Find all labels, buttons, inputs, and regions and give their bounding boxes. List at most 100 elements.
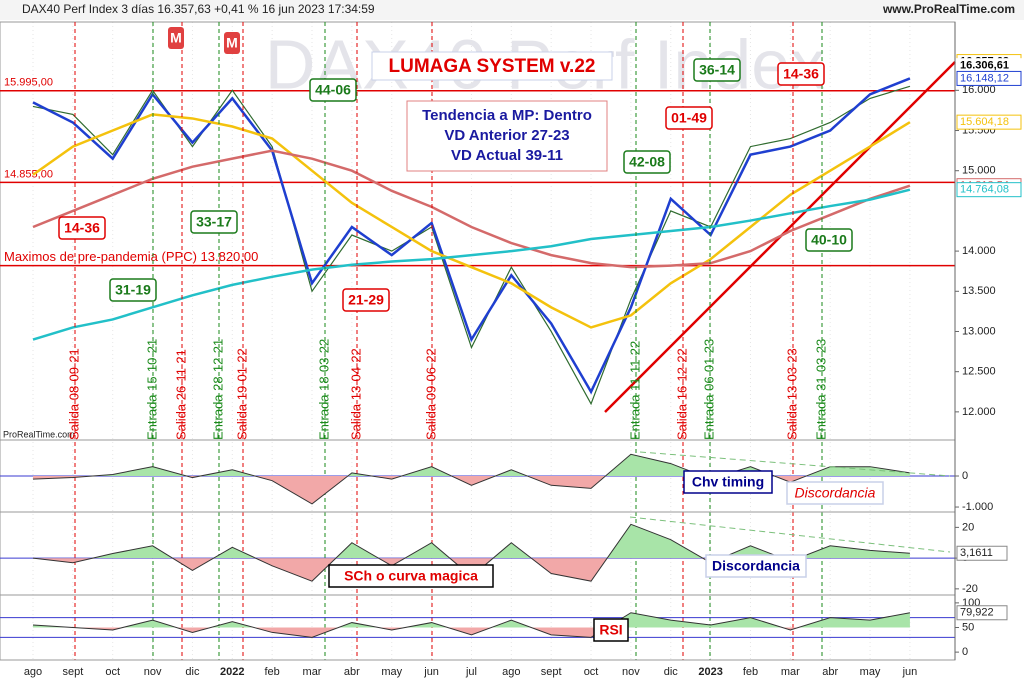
- indicator-label: SCh o curva magica: [344, 568, 478, 584]
- x-tick-label: nov: [622, 666, 640, 678]
- info-line: Tendencia a MP: Dentro: [422, 107, 592, 124]
- y-tick-label: 0: [962, 646, 968, 658]
- x-tick-label: dic: [185, 666, 200, 678]
- x-tick-label: jun: [902, 666, 918, 678]
- y-tick-label: -1.000: [962, 501, 993, 513]
- x-tick-label: feb: [743, 666, 758, 678]
- signal-box-text: 14-36: [64, 220, 100, 236]
- signal-label: Salida 26-11-21: [173, 349, 188, 440]
- label-box: [705, 554, 807, 578]
- x-tick-label: dic: [664, 666, 679, 678]
- signal-box: [623, 150, 671, 174]
- info-line: VD Anterior 27-23: [444, 127, 569, 144]
- x-tick-label: abr: [822, 666, 838, 678]
- signal-box: [109, 278, 157, 302]
- x-tick-label: sept: [541, 666, 562, 678]
- y-tick-label: 13.000: [962, 325, 996, 337]
- signal-label: Entrada 15-10-21: [144, 339, 159, 440]
- x-tick-label: 2023: [698, 666, 722, 678]
- x-tick-label: ago: [24, 666, 42, 678]
- label-box: [683, 470, 773, 494]
- signal-label: Entrada 31-03-23: [813, 339, 828, 440]
- series-line: [32, 113, 911, 329]
- price-tag: [956, 182, 1022, 198]
- value-tag-label: 3,1611: [960, 547, 993, 559]
- area-negative: [33, 476, 910, 504]
- x-tick-label: mar: [303, 666, 322, 678]
- signal-box-text: 31-19: [115, 282, 151, 298]
- x-tick-label: may: [381, 666, 402, 678]
- signal-label: Salida 08-09-21: [66, 348, 81, 440]
- label-box: [786, 481, 884, 505]
- value-tag: [956, 605, 1008, 621]
- x-tick-label: feb: [265, 666, 280, 678]
- signal-box: [309, 78, 357, 102]
- y-tick-label: 14.000: [962, 245, 996, 257]
- price-tag: [956, 70, 1022, 86]
- signal-label: Entrada 11-11-22: [627, 341, 642, 440]
- signal-box-text: 21-29: [348, 292, 384, 308]
- signal-box: [224, 32, 240, 54]
- signal-label: Entrada 28-12-21: [210, 339, 225, 440]
- y-tick-label: -20: [962, 583, 978, 595]
- y-tick-label: 20: [962, 521, 974, 533]
- signal-box-text: 33-17: [196, 214, 232, 230]
- indicator-label: Discordancia: [712, 558, 800, 574]
- price-tag: [956, 114, 1022, 130]
- y-tick-label: 12.000: [962, 406, 996, 418]
- indicator-label: RSI: [599, 622, 622, 638]
- x-tick-label: 2022: [220, 666, 244, 678]
- level-label: 15.995,00: [4, 77, 53, 89]
- price-tag-label: 16.148,12: [960, 72, 1009, 84]
- x-tick-label: jul: [465, 666, 477, 678]
- y-tick-label: 50: [962, 621, 974, 633]
- signal-box: [342, 288, 390, 312]
- price-tag-label: 16.306,61: [960, 60, 1009, 72]
- series-line: [32, 77, 911, 395]
- signal-label: Entrada 18-03-22: [316, 339, 331, 440]
- x-tick-label: oct: [105, 666, 120, 678]
- level-label: 14.855,00: [4, 168, 53, 180]
- y-tick-label: 12.500: [962, 366, 996, 378]
- area-positive: [33, 612, 910, 628]
- signal-box: [168, 27, 184, 49]
- price-tag-label: 15.604,18: [960, 116, 1009, 128]
- signal-box: [190, 210, 238, 234]
- indicator-label: Chv timing: [692, 474, 764, 490]
- x-tick-label: mar: [781, 666, 800, 678]
- discordance-line: [629, 516, 951, 553]
- signal-box-text: 40-10: [811, 232, 847, 248]
- value-tag-label: 79,922: [960, 607, 994, 619]
- signal-box: [665, 106, 713, 130]
- signal-label: Salida 19-01-22: [234, 348, 249, 440]
- signal-box: [58, 216, 106, 240]
- signal-box-text: 42-08: [629, 154, 665, 170]
- x-tick-label: oct: [584, 666, 599, 678]
- area-negative: [33, 627, 910, 638]
- x-tick-label: ago: [502, 666, 520, 678]
- header-title: DAX40 Perf Index 3 días 16.357,63 +0,41 …: [22, 2, 375, 16]
- signal-label: Salida 09-06-22: [423, 348, 438, 440]
- signal-box: [777, 62, 825, 86]
- level-label: Maximos de pre-pandemia (PPC) 13.820,00: [4, 249, 258, 264]
- chart-title: LUMAGA SYSTEM v.22: [389, 56, 596, 77]
- info-line: VD Actual 39-11: [451, 147, 563, 164]
- signal-box-text: 44-06: [315, 82, 351, 98]
- header-site: www.ProRealTime.com: [882, 2, 1015, 16]
- x-tick-label: jun: [423, 666, 439, 678]
- signal-label: Salida 13-04-22: [348, 348, 363, 440]
- y-tick-label: 13.500: [962, 285, 996, 297]
- discordance-line: [639, 451, 951, 477]
- series-line: [32, 188, 911, 341]
- signal-box-text: M: [226, 35, 238, 51]
- header-bar: [0, 0, 1024, 20]
- x-tick-label: nov: [144, 666, 162, 678]
- series-line: [32, 149, 911, 269]
- source: ProRealTime.com: [3, 429, 75, 439]
- y-tick-label: 15.000: [962, 165, 996, 177]
- signal-box-text: M: [170, 30, 182, 46]
- signal-label: Salida 13-03-23: [784, 348, 799, 440]
- area-positive: [33, 454, 910, 476]
- signal-box-text: 01-49: [671, 110, 707, 126]
